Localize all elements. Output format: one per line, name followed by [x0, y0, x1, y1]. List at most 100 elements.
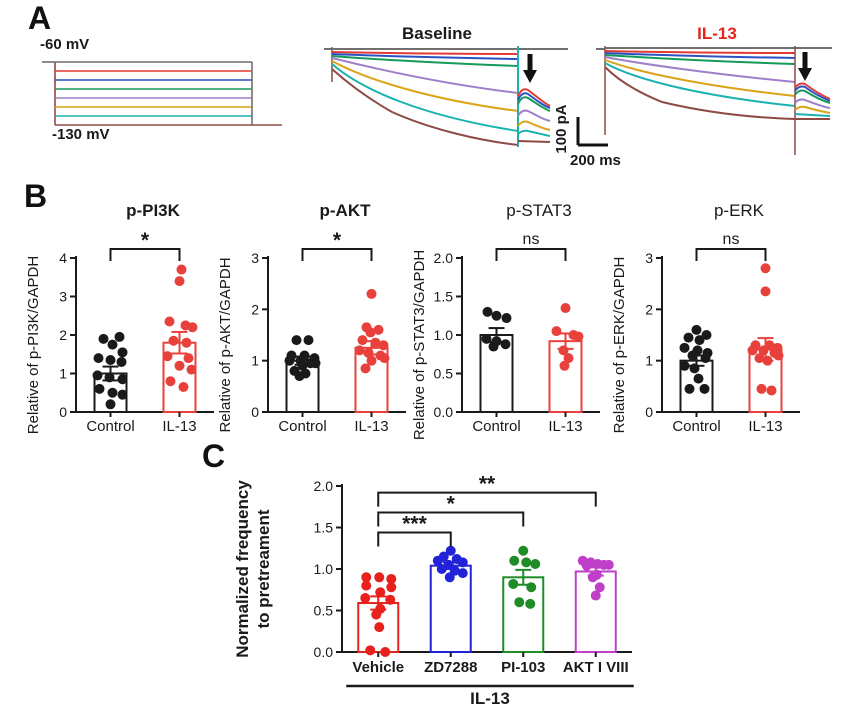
scatter-point: [518, 545, 529, 556]
normalized-frequency-chart: Normalized frequency to pretreament 0.0 0.5…: [233, 473, 634, 707]
x-category-label: IL-13: [162, 418, 196, 435]
significance-label: ns: [723, 231, 740, 248]
scatter-point: [760, 286, 771, 297]
scatter-point: [360, 593, 371, 604]
x-category-label: IL-13: [354, 418, 388, 435]
y-axis-label: Relative of p-ERK/GAPDH: [611, 257, 628, 434]
scatter-point: [581, 560, 592, 571]
scale-bar-horizontal-label: 200 ms: [570, 152, 621, 169]
scatter-point: [373, 324, 384, 335]
scatter-point: [509, 555, 520, 566]
scatter-point: [491, 310, 502, 321]
scatter-point: [98, 333, 109, 344]
y-tick-label: 0: [645, 404, 653, 420]
protocol-top-voltage-label: -60 mV: [40, 36, 90, 53]
scatter-point: [559, 360, 570, 371]
scatter-point: [379, 353, 390, 364]
significance-label: *: [141, 229, 150, 252]
scatter-point: [117, 389, 128, 400]
y-axis-label: Normalized frequency: [233, 480, 252, 658]
y-tick-label: 1.5: [314, 520, 334, 536]
scatter-point: [183, 353, 194, 364]
il13-title: IL-13: [697, 24, 737, 43]
scatter-point: [363, 347, 374, 358]
baseline-current-traces: [324, 46, 568, 147]
chart-title: p-AKT: [320, 201, 372, 220]
x-category-label: IL-13: [548, 418, 582, 435]
y-axis-label: Relative of p-AKT/GAPDH: [217, 257, 234, 432]
bar: [574, 570, 617, 653]
x-category-label: Control: [472, 418, 520, 435]
x-category-label: PI-103: [501, 659, 545, 676]
scatter-point: [366, 355, 377, 366]
y-tick-label: 0: [59, 404, 67, 420]
down-arrow-icon: [798, 52, 812, 81]
scatter-point: [481, 333, 492, 344]
significance-bracket: [301, 248, 373, 261]
scatter-point: [501, 313, 512, 324]
scatter-point: [525, 598, 536, 609]
baseline-title: Baseline: [402, 24, 472, 43]
y-tick-label: 3: [59, 289, 67, 305]
significance-bracket: [377, 511, 525, 527]
scatter-point: [93, 353, 104, 364]
group-label: IL-13: [470, 689, 510, 707]
scatter-point: [116, 356, 127, 367]
scatter-point: [375, 587, 386, 598]
x-category-label: IL-13: [748, 418, 782, 435]
x-category-label: Vehicle: [352, 659, 404, 676]
voltage-protocol-traces: [42, 61, 282, 126]
scatter-point: [385, 594, 396, 605]
scatter-point: [386, 582, 397, 593]
y-tick-label: 2: [59, 327, 67, 343]
p-akt-chart: Relative of p-AKT/GAPDH p-AKT 0 1 2 3 Control I…: [217, 201, 406, 435]
significance-bracket: [377, 491, 597, 507]
scatter-point: [378, 340, 389, 351]
x-category-label: AKT I VIII: [563, 659, 629, 676]
scatter-point: [457, 557, 468, 568]
scatter-point: [361, 572, 372, 583]
scatter-point: [432, 555, 443, 566]
scatter-point: [700, 353, 711, 364]
y-axis-label: Relative of p-STAT3/GAPDH: [411, 250, 428, 440]
scatter-point: [436, 564, 447, 574]
scatter-point: [114, 331, 125, 342]
scatter-point: [386, 573, 397, 584]
scatter-point: [370, 337, 381, 348]
scatter-point: [760, 263, 771, 274]
chart-title: p-PI3K: [126, 201, 181, 220]
y-tick-label: 4: [59, 250, 67, 266]
scatter-point: [365, 327, 376, 338]
scatter-point: [530, 559, 541, 570]
panel-a-label: A: [28, 0, 52, 36]
scatter-point: [754, 353, 765, 364]
scatter-point: [354, 345, 365, 356]
significance-bracket: [377, 531, 452, 547]
significance-bracket: [109, 248, 181, 261]
scatter-point: [174, 360, 185, 371]
p-pi3k-chart: Relative of p-PI3K/GAPDH p-PI3K 0 1 2 3 4 Contr…: [25, 201, 214, 435]
x-category-label: Control: [86, 418, 134, 435]
scatter-point: [514, 597, 525, 608]
down-arrow-icon: [523, 54, 537, 83]
scatter-point: [105, 399, 116, 410]
y-tick-label: 2: [645, 301, 653, 317]
scatter-point: [357, 335, 368, 346]
il13-current-traces: [596, 46, 832, 155]
scatter-point: [107, 339, 118, 350]
p-stat3-chart: Relative of p-STAT3/GAPDH p-STAT3 0.0 0.5 1.…: [411, 201, 600, 440]
y-tick-label: 2.0: [314, 478, 334, 494]
scatter-point: [762, 355, 773, 366]
scatter-point: [168, 335, 179, 346]
bar: [502, 576, 545, 653]
significance-bracket: [695, 248, 767, 261]
scatter-point: [679, 342, 690, 353]
scatter-point: [488, 341, 499, 352]
scatter-point: [181, 337, 192, 348]
y-tick-label: 0.5: [314, 603, 334, 619]
scatter-point: [186, 364, 197, 375]
y-tick-label: 1: [645, 353, 653, 369]
scatter-point: [679, 360, 690, 371]
scatter-point: [558, 345, 569, 356]
scatter-point: [297, 360, 308, 371]
